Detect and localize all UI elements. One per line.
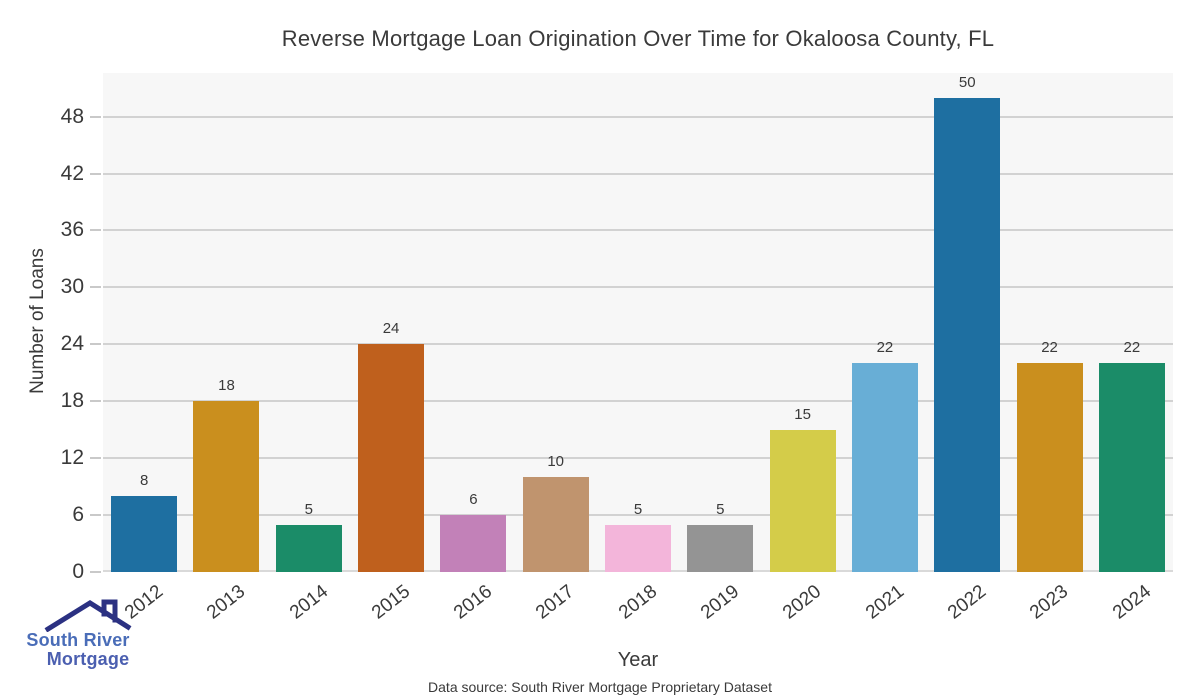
bar-2014 (275, 524, 342, 572)
gridline-36 (103, 229, 1173, 232)
gridline-24 (103, 343, 1173, 346)
bar-2024 (1098, 363, 1165, 572)
bar-2021 (851, 363, 918, 572)
bar-2018 (605, 524, 671, 572)
y-tick-mark-12 (90, 457, 101, 460)
bar-value-label-2018: 5 (633, 500, 643, 518)
bar-value-label-2022: 50 (958, 73, 976, 91)
bar-2015 (358, 344, 425, 572)
bar-2023 (1016, 363, 1083, 572)
x-tick-label-2013: 2013 (203, 581, 250, 624)
bar-value-label-2023: 22 (1041, 339, 1058, 357)
y-tick-mark-42 (90, 172, 101, 175)
x-tick-label-2019: 2019 (696, 581, 744, 624)
y-tick-mark-0 (90, 571, 101, 573)
plot-area: 8 18 5 24 6 10 5 5 15 22 50 22 22 (103, 73, 1173, 572)
bar-2012 (111, 496, 178, 572)
gridline-18 (103, 400, 1173, 403)
gridline-42 (103, 172, 1173, 175)
bar-value-label-2024: 22 (1123, 339, 1141, 357)
bar-value-label-2012: 8 (139, 472, 149, 490)
bar-value-label-2016: 6 (469, 491, 478, 509)
house-roof-icon (44, 599, 132, 632)
x-tick-label-2014: 2014 (285, 581, 332, 624)
y-tick-mark-36 (90, 229, 101, 232)
x-axis-label: Year (617, 649, 659, 671)
x-tick-label-2015: 2015 (367, 581, 415, 624)
bar-2019 (687, 524, 754, 572)
y-tick-mark-24 (90, 343, 101, 346)
y-tick-label-42: 42 (60, 161, 84, 185)
logo-text-line2: Mortgage (46, 649, 130, 669)
y-tick-label-24: 24 (60, 332, 84, 356)
bar-2017 (522, 477, 589, 572)
bar-value-label-2021: 22 (876, 339, 894, 357)
x-tick-label-2017: 2017 (532, 581, 579, 624)
x-tick-label-2021: 2021 (861, 581, 908, 624)
bar-value-label-2017: 10 (547, 453, 565, 471)
bar-2013 (193, 401, 260, 572)
y-tick-label-12: 12 (60, 446, 84, 470)
y-tick-label-30: 30 (60, 275, 84, 299)
x-tick-label-2022: 2022 (943, 581, 991, 624)
y-tick-label-48: 48 (60, 104, 84, 128)
bar-value-label-2013: 18 (218, 377, 235, 395)
bar-value-label-2015: 24 (382, 320, 400, 338)
y-tick-mark-30 (90, 286, 101, 289)
y-tick-mark-18 (90, 400, 101, 403)
gridline-6 (103, 514, 1173, 517)
x-tick-label-2023: 2023 (1026, 581, 1073, 624)
y-tick-mark-6 (90, 514, 101, 517)
y-tick-label-18: 18 (60, 389, 84, 413)
bar-2020 (769, 429, 836, 572)
chart-title: Reverse Mortgage Loan Origination Over T… (281, 26, 995, 51)
y-tick-label-0: 0 (72, 560, 84, 583)
x-tick-label-2024: 2024 (1108, 581, 1155, 624)
bar-2022 (934, 97, 1001, 572)
gridline-48 (103, 115, 1173, 118)
x-tick-label-2018: 2018 (614, 581, 661, 624)
y-axis-label: Number of Loans (27, 248, 48, 394)
bar-value-label-2019: 5 (716, 500, 725, 518)
gridline-30 (103, 286, 1173, 289)
y-tick-label-36: 36 (60, 218, 84, 242)
bar-value-label-2014: 5 (304, 500, 313, 518)
bar-2016 (440, 515, 507, 572)
y-tick-label-6: 6 (72, 503, 84, 527)
x-tick-label-2020: 2020 (779, 581, 826, 624)
logo-text-line1: South River (26, 630, 130, 650)
bar-value-label-2020: 15 (794, 405, 811, 423)
gridline-12 (103, 457, 1173, 460)
south-river-mortgage-logo: South River Mortgage (12, 598, 144, 674)
data-source-note: Data source: South River Mortgage Propri… (428, 679, 772, 695)
x-tick-label-2016: 2016 (450, 581, 497, 624)
y-tick-mark-48 (90, 115, 101, 118)
